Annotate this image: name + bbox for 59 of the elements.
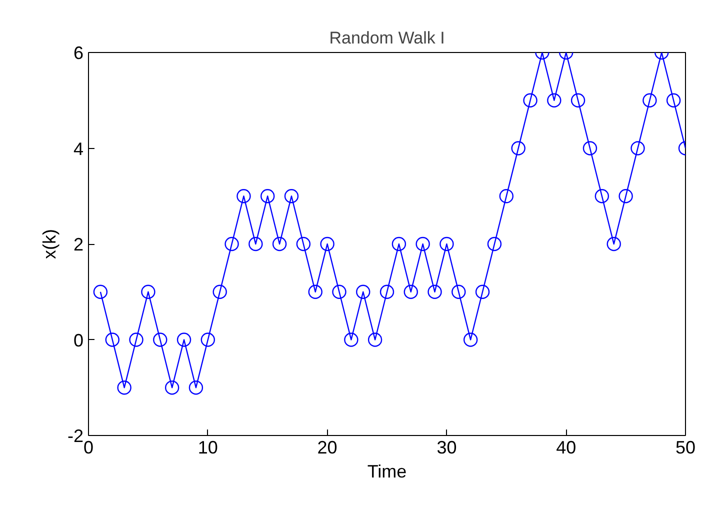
- y-tick-label: 6: [73, 43, 84, 63]
- point: [642, 93, 657, 108]
- x-tick-label: 30: [436, 438, 457, 458]
- point: [200, 332, 215, 347]
- y-tick-label: 0: [73, 330, 84, 350]
- point: [380, 284, 394, 299]
- x-tick-label: 10: [198, 438, 218, 458]
- point: [296, 236, 311, 252]
- y-axis-title: x(k): [39, 228, 60, 259]
- point: [236, 189, 251, 204]
- point: [630, 141, 645, 156]
- y-tick-label: 2: [73, 234, 84, 254]
- point: [487, 236, 502, 252]
- point: [153, 332, 168, 347]
- point: [368, 332, 382, 347]
- point: [320, 236, 334, 252]
- point: [499, 189, 514, 204]
- y-tick-label: -2: [67, 426, 84, 446]
- point: [606, 236, 621, 252]
- point: [416, 236, 430, 252]
- point: [248, 236, 263, 252]
- point: [284, 189, 299, 204]
- point: [594, 189, 610, 204]
- point: [582, 141, 598, 156]
- y-tick-label: 4: [73, 138, 84, 159]
- point: [356, 284, 370, 299]
- point: [570, 93, 586, 108]
- point: [344, 332, 358, 347]
- point: [440, 236, 454, 252]
- point: [105, 332, 120, 347]
- point: [463, 332, 478, 347]
- point: [224, 236, 239, 252]
- x-axis-title: Time: [367, 462, 407, 482]
- point: [164, 380, 180, 395]
- point: [212, 284, 227, 299]
- point: [129, 332, 144, 347]
- point: [117, 380, 132, 395]
- point: [272, 236, 287, 252]
- point: [452, 284, 466, 299]
- point: [188, 380, 204, 395]
- point: [260, 189, 275, 204]
- point: [475, 284, 490, 299]
- x-tick-label: 50: [675, 438, 696, 458]
- point: [332, 284, 346, 299]
- point: [176, 332, 192, 347]
- point: [666, 93, 681, 108]
- point: [428, 284, 442, 299]
- chart-title: Random Walk I: [329, 28, 445, 48]
- point: [523, 93, 538, 108]
- point: [392, 236, 406, 252]
- point: [93, 284, 108, 299]
- point: [308, 284, 322, 299]
- point: [547, 93, 562, 108]
- x-tick-label: 20: [317, 438, 338, 458]
- point: [618, 189, 633, 204]
- point: [511, 141, 526, 156]
- x-tick-label: 40: [556, 438, 576, 458]
- point: [141, 284, 156, 299]
- point: [404, 284, 418, 299]
